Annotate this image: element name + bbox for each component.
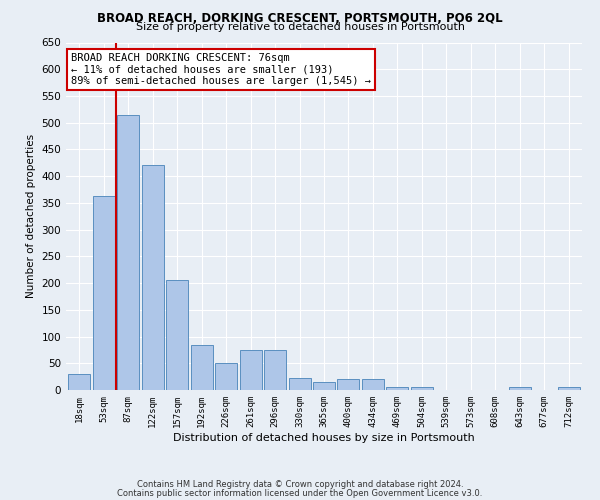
Bar (509, 388, 530, 390)
Text: Size of property relative to detached houses in Portsmouth: Size of property relative to detached ho… (136, 22, 464, 32)
Bar (289, 378, 311, 390)
Bar (166, 280, 188, 390)
Bar (411, 388, 433, 390)
Bar (313, 382, 335, 390)
Bar (142, 166, 164, 390)
Text: Contains public sector information licensed under the Open Government Licence v3: Contains public sector information licen… (118, 488, 482, 498)
Bar (264, 350, 286, 390)
Bar (215, 364, 237, 390)
Bar (93, 196, 115, 390)
Text: BROAD REACH DORKING CRESCENT: 76sqm
← 11% of detached houses are smaller (193)
8: BROAD REACH DORKING CRESCENT: 76sqm ← 11… (71, 53, 371, 86)
X-axis label: Distribution of detached houses by size in Portsmouth: Distribution of detached houses by size … (173, 432, 475, 442)
Y-axis label: Number of detached properties: Number of detached properties (26, 134, 36, 298)
Bar (557, 388, 580, 390)
Bar (362, 380, 384, 390)
Text: Contains HM Land Registry data © Crown copyright and database right 2024.: Contains HM Land Registry data © Crown c… (137, 480, 463, 489)
Bar (68, 374, 91, 390)
Bar (386, 388, 409, 390)
Bar (337, 380, 359, 390)
Bar (118, 114, 139, 390)
Text: BROAD REACH, DORKING CRESCENT, PORTSMOUTH, PO6 2QL: BROAD REACH, DORKING CRESCENT, PORTSMOUT… (97, 12, 503, 26)
Bar (239, 350, 262, 390)
Bar (191, 344, 213, 390)
